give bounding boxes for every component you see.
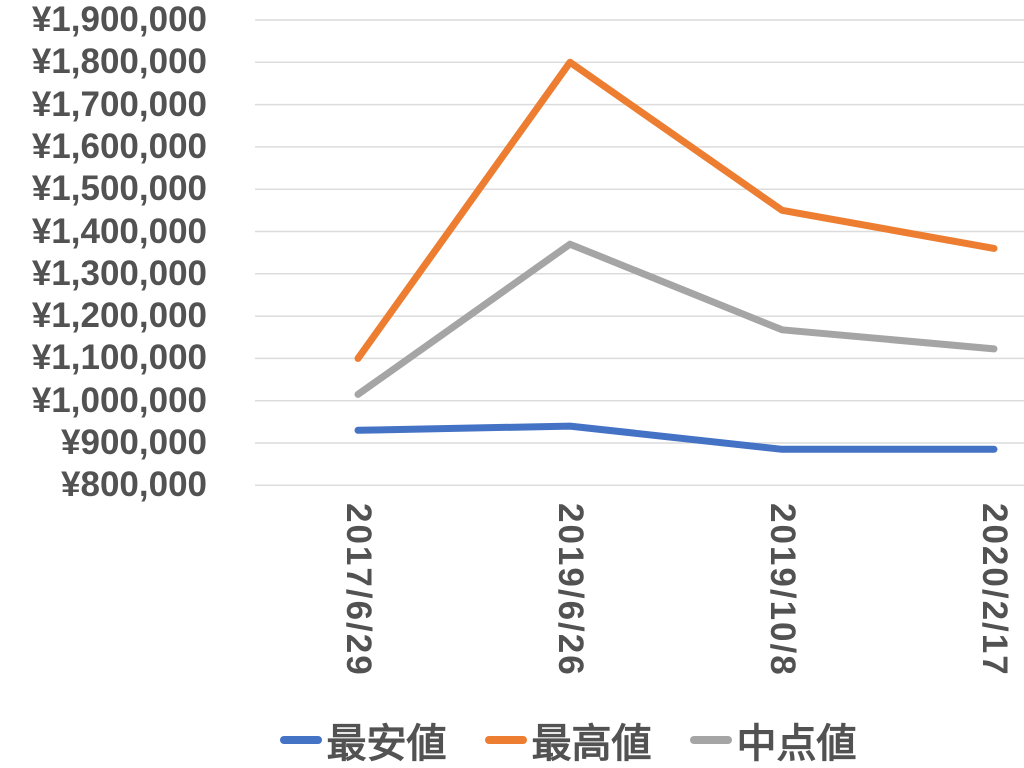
series-line-中点値 [354,240,998,398]
legend-label: 最高値 [531,722,652,766]
series-line-最安値 [354,422,998,453]
legend-dash-icon [484,736,527,744]
legend-label: 最安値 [326,722,447,766]
legend-dash-icon [689,736,732,744]
legend-item-中点値: 中点値 [689,711,857,768]
series-line-最高値 [354,58,998,362]
legend-label: 中点値 [736,722,857,766]
legend-item-最高値: 最高値 [484,711,652,768]
legend-item-最安値: 最安値 [279,711,447,768]
legend: 最安値 最高値 中点値 [0,711,1024,768]
legend-dash-icon [279,736,322,744]
